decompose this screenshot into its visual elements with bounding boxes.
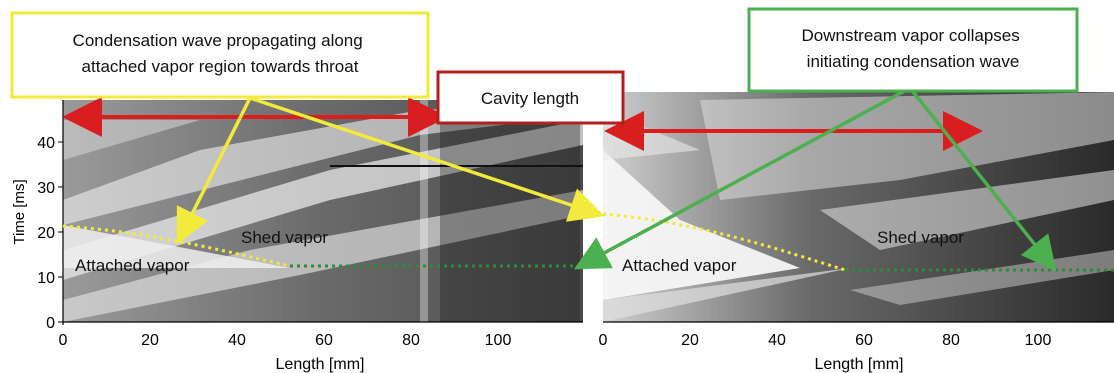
right-x-tick: 20 xyxy=(681,332,699,349)
right-x-tick: 0 xyxy=(599,332,608,349)
right-x-tick: 40 xyxy=(768,332,786,349)
svg-text:Condensation wave propagating: Condensation wave propagating along atta… xyxy=(73,31,368,76)
svg-text:Downstream vapor collapses: Downstream vapor collapses initiating co… xyxy=(802,26,1025,71)
condensation-wave-line-1: Condensation wave propagating along xyxy=(73,31,363,50)
left-xt-image xyxy=(63,100,583,322)
yellow-arrow-right xyxy=(249,96,605,222)
cavity-length-callout: Cavity length xyxy=(436,70,625,125)
right-x-axis-label: Length [mm] xyxy=(815,356,904,373)
cavity-length-label: Cavity length xyxy=(481,89,579,108)
left-x-tick: 80 xyxy=(402,332,420,349)
right-x-tick: 60 xyxy=(855,332,873,349)
left-y-tick: 40 xyxy=(37,135,55,152)
right-x-tick: 80 xyxy=(942,332,960,349)
left-x-tick: 40 xyxy=(228,332,246,349)
right-x-tick: 100 xyxy=(1025,332,1052,349)
downstream-collapse-line-2: initiating condensation wave xyxy=(807,52,1020,71)
left-shed-vapor-label: Shed vapor xyxy=(241,228,328,247)
right-axes: 0 20 40 60 80 100 Length [mm] xyxy=(599,321,1114,373)
right-shed-vapor-label: Shed vapor xyxy=(877,228,964,247)
condensation-wave-callout: Condensation wave propagating along atta… xyxy=(10,11,430,99)
green-arrow-left xyxy=(573,86,911,270)
left-y-tick: 20 xyxy=(37,225,55,242)
left-y-tick: 30 xyxy=(37,180,55,197)
left-attached-vapor-label: Attached vapor xyxy=(75,256,190,275)
left-x-tick: 0 xyxy=(59,332,68,349)
left-y-tick: 10 xyxy=(37,270,55,287)
right-attached-vapor-label: Attached vapor xyxy=(622,256,737,275)
green-arrow-right xyxy=(908,86,1057,272)
yellow-arrow-left xyxy=(176,97,252,245)
left-y-tick: 0 xyxy=(46,315,55,332)
downstream-collapse-callout: Downstream vapor collapses initiating co… xyxy=(747,7,1079,93)
left-axes: 0 10 20 30 40 Time [ms] 0 20 40 60 80 10… xyxy=(11,100,583,373)
condensation-wave-line-2: attached vapor region towards throat xyxy=(82,57,359,76)
right-interface-lines xyxy=(602,212,1114,272)
left-x-tick: 20 xyxy=(141,332,159,349)
left-x-tick: 100 xyxy=(485,332,512,349)
left-x-tick: 60 xyxy=(315,332,333,349)
left-y-axis-label: Time [ms] xyxy=(11,179,28,244)
right-xt-image xyxy=(603,92,1114,322)
left-x-axis-label: Length [mm] xyxy=(276,356,365,373)
downstream-collapse-line-1: Downstream vapor collapses xyxy=(802,26,1020,45)
